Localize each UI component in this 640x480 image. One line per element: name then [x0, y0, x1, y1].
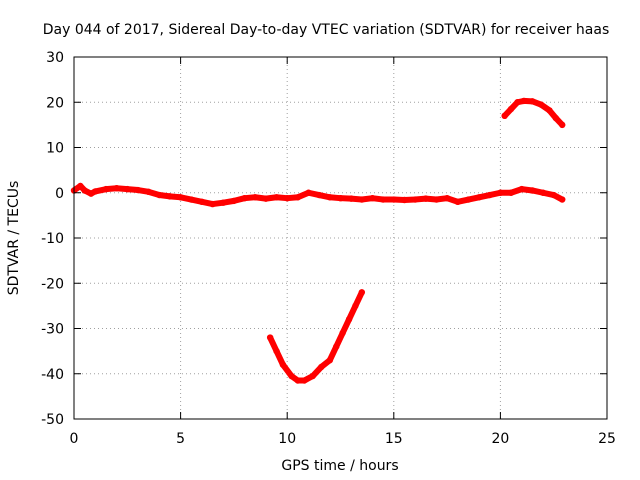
data-point	[77, 182, 84, 190]
data-point	[252, 194, 259, 201]
series-main-band	[70, 182, 566, 208]
data-point	[92, 188, 99, 195]
data-point	[273, 194, 280, 201]
x-tick-label: 0	[70, 431, 79, 447]
data-point	[102, 185, 110, 193]
data-point	[273, 347, 280, 355]
data-point	[358, 289, 366, 296]
y-tick-label: 30	[46, 50, 64, 66]
data-point	[433, 196, 440, 203]
data-point	[422, 195, 429, 202]
data-point	[315, 191, 323, 199]
data-point	[220, 199, 227, 206]
data-point	[514, 99, 521, 106]
data-point	[81, 187, 88, 194]
data-point	[539, 189, 547, 196]
tick-layer	[73, 56, 608, 420]
data-point	[475, 194, 483, 201]
y-tick-label: 20	[46, 95, 64, 111]
data-point	[501, 112, 508, 120]
data-point	[559, 121, 566, 129]
data-point	[443, 194, 451, 202]
data-point	[337, 194, 344, 202]
data-point	[166, 193, 174, 200]
data-point	[333, 343, 340, 350]
data-point	[345, 316, 353, 323]
data-point	[550, 191, 557, 199]
data-point	[177, 194, 184, 201]
data-point	[454, 198, 461, 205]
data-point	[301, 377, 308, 384]
data-point	[411, 196, 419, 203]
grid-layer	[74, 57, 607, 419]
data-point	[507, 105, 515, 113]
data-point	[518, 185, 525, 193]
data-point	[347, 195, 355, 202]
data-point	[318, 363, 325, 371]
data-point	[552, 114, 560, 122]
data-point	[559, 196, 566, 203]
data-point	[379, 196, 387, 203]
y-tick-label: -50	[41, 412, 64, 428]
data-point	[113, 185, 120, 192]
data-point	[198, 198, 206, 205]
series-dip-arc	[266, 289, 366, 384]
data-point	[546, 107, 553, 114]
x-tick-label: 15	[385, 431, 403, 447]
data-point	[124, 185, 131, 193]
plot-frame	[73, 56, 608, 420]
y-tick-label: 0	[55, 186, 64, 202]
x-axis-label: GPS time / hours	[281, 458, 398, 474]
data-point	[401, 196, 408, 204]
data-point	[507, 189, 515, 196]
data-point	[326, 356, 334, 364]
y-tick-label: 10	[46, 141, 64, 157]
y-tick-label: -30	[41, 322, 64, 338]
data-point	[134, 186, 142, 194]
y-tick-label: -20	[41, 276, 64, 292]
data-point	[390, 196, 397, 203]
data-point	[486, 191, 493, 199]
data-point	[305, 189, 312, 196]
data-point	[294, 377, 302, 384]
data-point	[309, 372, 316, 380]
data-point	[326, 194, 334, 201]
data-point	[284, 194, 291, 202]
data-point	[339, 329, 346, 337]
y-axis-label: SDTVAR / TECUs	[6, 181, 22, 296]
data-point	[537, 101, 545, 108]
data-point	[266, 334, 274, 341]
x-tick-label: 5	[176, 431, 185, 447]
data-point	[465, 196, 472, 203]
series-layer	[70, 97, 566, 384]
x-tick-labels: 0 5 10 15 20 25	[70, 431, 616, 447]
data-point	[262, 195, 270, 202]
series-bump-arc	[501, 97, 566, 129]
x-tick-label: 10	[278, 431, 296, 447]
data-point	[188, 196, 195, 203]
data-point	[156, 191, 163, 199]
data-point	[294, 194, 302, 201]
x-tick-label: 25	[598, 431, 616, 447]
data-point	[520, 97, 528, 105]
chart-title: Day 044 of 2017, Sidereal Day-to-day VTE…	[43, 22, 610, 38]
data-point	[288, 372, 295, 380]
data-point	[352, 302, 359, 310]
y-tick-label: -10	[41, 231, 64, 247]
series-line-bump-arc	[501, 97, 566, 128]
data-point	[497, 189, 504, 196]
data-point	[358, 196, 366, 203]
data-point	[369, 194, 376, 202]
x-tick-label: 20	[491, 431, 509, 447]
data-point	[241, 194, 248, 202]
y-tick-labels: -50 -40 -30 -20 -10 0 10 20 30	[41, 50, 64, 428]
data-point	[279, 361, 287, 368]
data-point	[230, 197, 238, 205]
data-point	[145, 188, 152, 196]
data-point	[209, 200, 216, 208]
data-point	[529, 98, 536, 105]
data-point	[529, 187, 536, 194]
y-tick-label: -40	[41, 367, 64, 383]
